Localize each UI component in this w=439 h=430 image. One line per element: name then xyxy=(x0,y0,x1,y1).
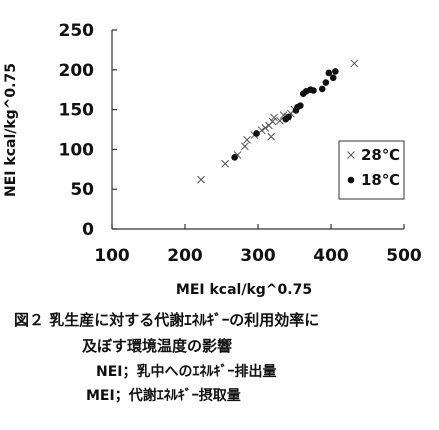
legend-marker-28c xyxy=(347,151,355,159)
figure-caption-subtitle: 及ぼす環境温度の影響 xyxy=(82,337,233,355)
legend-marker-18c xyxy=(347,176,355,184)
legend: 28℃18℃ xyxy=(338,140,405,200)
legend-box xyxy=(338,140,405,200)
y-axis: 0 50 100 150 200 250 xyxy=(59,21,117,240)
point-28c xyxy=(276,116,284,125)
y-tick-label: 200 xyxy=(59,61,95,81)
point-18c xyxy=(325,69,333,77)
point-18c xyxy=(332,68,339,75)
point-18c xyxy=(310,87,317,94)
point-28c xyxy=(350,59,359,68)
legend-label: 18℃ xyxy=(361,171,400,189)
y-tick-label: 150 xyxy=(59,101,95,121)
x-axis: 100 200 300 400 500 xyxy=(94,224,422,266)
y-axis-label: NEI kcal/kg^0.75 xyxy=(3,63,19,197)
scatter-chart: 0 50 100 150 200 250 100 200 300 400 500 NEI kcal… xyxy=(3,21,422,298)
y-tick-label: 50 xyxy=(70,180,94,200)
x-tick-label: 100 xyxy=(94,246,130,266)
x-tick-label: 500 xyxy=(386,246,422,266)
point-18c xyxy=(297,102,304,109)
point-18c xyxy=(318,85,326,93)
point-28c xyxy=(268,117,277,126)
figure-caption-mei-definition: MEI；代謝ｴﾈﾙｷﾞｰ摂取量 xyxy=(86,388,241,404)
x-tick-label: 400 xyxy=(313,246,349,266)
point-18c xyxy=(329,74,337,82)
x-tick-label: 200 xyxy=(167,246,203,266)
y-tick-label: 0 xyxy=(82,220,94,240)
point-28c xyxy=(241,142,249,151)
point-28c xyxy=(243,135,251,144)
plot-points xyxy=(197,59,359,184)
figure-caption-nei-definition: NEI；乳中へのｴﾈﾙｷﾞｰ排出量 xyxy=(96,364,277,380)
point-28c xyxy=(221,159,230,168)
figure-caption-title: 図２ 乳生産に対する代謝ｴﾈﾙｷﾞｰの利用効率に xyxy=(14,311,320,329)
y-tick-label: 250 xyxy=(59,21,95,41)
legend-label: 28℃ xyxy=(361,146,400,164)
y-tick-label: 100 xyxy=(59,140,95,160)
point-28c xyxy=(197,175,205,184)
point-28c xyxy=(267,132,275,141)
x-tick-label: 300 xyxy=(240,246,276,266)
point-18c xyxy=(231,154,238,161)
point-18c xyxy=(322,79,330,86)
x-axis-label: MEI kcal/kg^0.75 xyxy=(176,282,312,298)
point-18c xyxy=(253,130,260,137)
point-28c xyxy=(270,113,278,122)
point-28c xyxy=(261,124,270,132)
point-18c xyxy=(285,113,292,121)
